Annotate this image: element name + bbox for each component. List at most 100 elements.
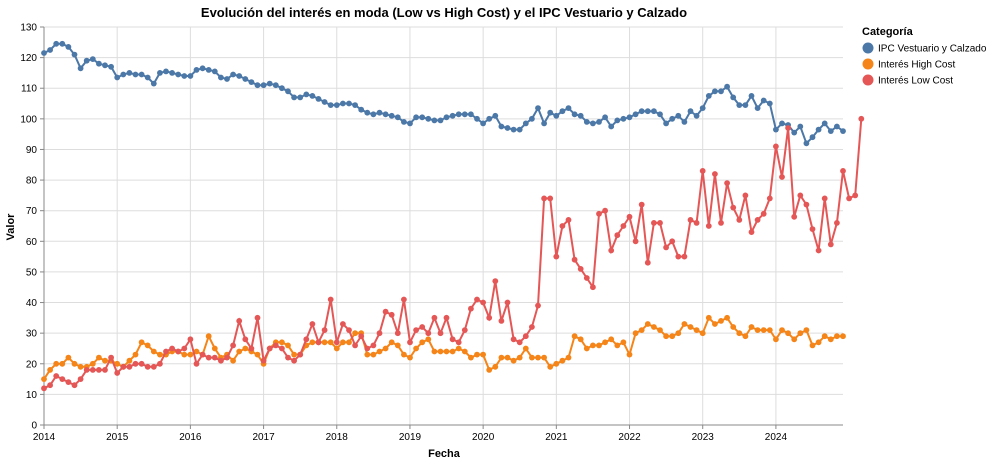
data-point — [718, 88, 724, 95]
data-point — [193, 360, 200, 367]
data-point — [96, 60, 102, 67]
data-point — [797, 123, 804, 130]
data-point — [779, 120, 785, 127]
data-point — [236, 73, 243, 79]
chart-title: Evolución del interés en moda (Low vs Hi… — [201, 5, 687, 20]
data-point — [291, 94, 297, 101]
data-point — [669, 115, 676, 122]
data-point — [193, 67, 200, 73]
data-point — [760, 327, 767, 333]
data-point — [644, 108, 651, 115]
data-point — [590, 284, 596, 291]
legend-swatch — [862, 42, 874, 54]
data-point — [114, 360, 121, 367]
data-point — [230, 357, 237, 364]
data-point — [443, 314, 450, 321]
data-point — [577, 336, 584, 343]
y-tick-label: 130 — [20, 23, 37, 34]
data-point — [474, 296, 480, 303]
data-point — [376, 330, 383, 337]
data-point — [126, 363, 133, 370]
data-point — [443, 114, 450, 121]
data-point — [626, 351, 633, 358]
data-point — [218, 74, 224, 81]
data-point — [827, 336, 834, 343]
data-point — [425, 336, 432, 343]
legend-label: IPC Vestuario y Calzado — [878, 44, 987, 55]
data-point — [394, 342, 401, 349]
data-point — [321, 99, 328, 105]
data-point — [480, 120, 486, 127]
data-point — [89, 360, 96, 367]
x-tick-label: 2022 — [618, 432, 641, 443]
data-point — [138, 360, 145, 367]
data-point — [638, 108, 645, 115]
data-point — [736, 102, 743, 108]
data-point — [370, 342, 377, 349]
data-point — [522, 345, 529, 352]
data-point — [211, 345, 218, 352]
data-point — [461, 348, 468, 355]
data-point — [773, 143, 779, 150]
data-point — [47, 47, 53, 53]
data-point — [815, 247, 822, 254]
y-tick-label: 20 — [26, 359, 38, 370]
data-point — [455, 339, 462, 346]
y-axis-title: Valor — [5, 213, 17, 241]
data-point — [541, 120, 547, 127]
data-point — [791, 336, 798, 343]
data-point — [138, 339, 145, 346]
data-point — [211, 68, 218, 75]
data-point — [181, 73, 188, 79]
data-point — [577, 112, 584, 119]
data-point — [754, 105, 761, 111]
data-point — [480, 351, 486, 358]
data-point — [71, 360, 78, 367]
data-point — [651, 108, 657, 115]
data-point — [59, 376, 66, 382]
data-point — [327, 339, 334, 346]
data-point — [644, 259, 651, 266]
data-point — [230, 71, 237, 78]
data-point — [169, 345, 176, 352]
data-point — [187, 351, 194, 358]
data-point — [461, 327, 468, 333]
data-point — [272, 342, 279, 349]
data-point — [407, 120, 413, 127]
data-point — [834, 123, 840, 130]
data-point — [59, 40, 66, 47]
data-point — [144, 363, 151, 370]
data-point — [108, 354, 114, 361]
data-point — [803, 201, 810, 208]
data-point — [327, 296, 334, 303]
data-point — [175, 348, 182, 355]
data-point — [394, 330, 401, 337]
data-point — [102, 367, 108, 373]
data-point — [529, 115, 535, 122]
y-tick-label: 110 — [21, 84, 37, 95]
data-point — [620, 339, 627, 346]
data-point — [370, 111, 377, 118]
legend-swatch — [862, 58, 874, 70]
data-point — [419, 114, 426, 121]
legend-swatch — [862, 74, 874, 86]
data-point — [468, 354, 474, 361]
data-point — [590, 342, 596, 349]
data-point — [132, 351, 139, 358]
data-point — [41, 385, 47, 392]
data-point — [535, 354, 541, 361]
x-tick-label: 2020 — [472, 432, 495, 443]
data-point — [565, 217, 572, 223]
data-point — [315, 96, 322, 102]
data-point — [254, 314, 261, 321]
data-point — [840, 128, 846, 135]
data-point — [358, 106, 365, 113]
data-point — [303, 336, 310, 343]
data-point — [340, 100, 346, 107]
data-point — [754, 217, 761, 223]
data-point — [41, 50, 47, 56]
data-point — [620, 223, 627, 229]
data-point — [364, 345, 371, 352]
data-point — [547, 109, 554, 116]
data-point — [779, 174, 785, 180]
